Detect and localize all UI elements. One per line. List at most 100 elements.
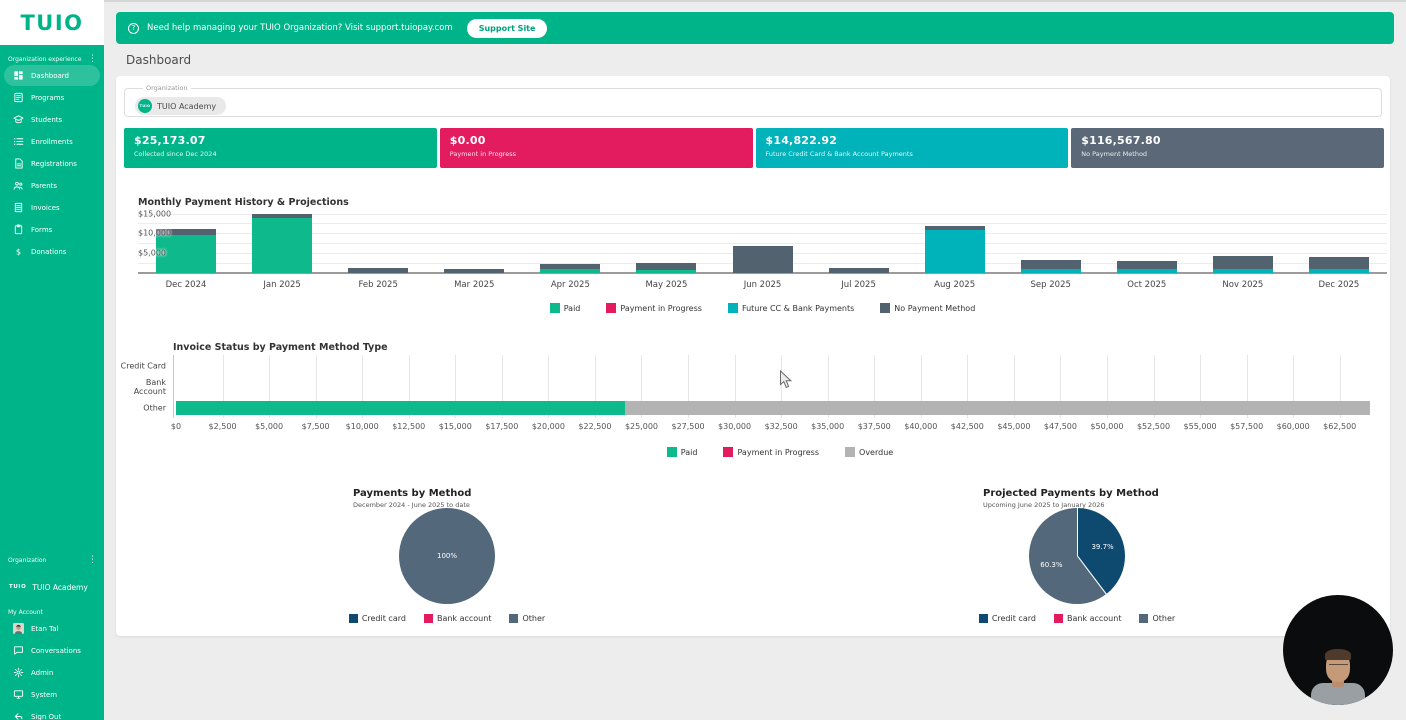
chat-icon (13, 645, 24, 656)
bar-segment-no-payment-method[interactable] (444, 268, 505, 273)
gridline (408, 355, 410, 418)
enrollments-icon (13, 136, 24, 147)
bar-segment-paid[interactable] (540, 269, 601, 273)
stat-card-amount: $116,567.80 (1081, 134, 1161, 147)
x-axis-tick-label: $2,500 (208, 422, 237, 431)
bar-segment-no-payment-method[interactable] (540, 263, 601, 270)
gear-icon (13, 667, 24, 678)
bar-segment-future-cc-bank-payments[interactable] (1116, 269, 1177, 273)
app-logo[interactable]: TUIO (0, 0, 104, 45)
sidebar-section-organization-experience: Organization experience ⋮ (0, 55, 104, 64)
legend-item-other: Other (509, 614, 545, 623)
sidebar-item-label: Students (31, 115, 63, 124)
x-axis-tick-label: $27,500 (671, 422, 705, 431)
dashboard-panel: Organization TUIO TUIO Academy $25,173.0… (116, 76, 1390, 636)
account-item-conversations[interactable]: Conversations (4, 640, 100, 661)
sidebar-nav: Dashboard Programs Students Enrollments Regi… (0, 65, 104, 262)
sidebar-item-label: Registrations (31, 159, 77, 168)
bar-segment-no-payment-method[interactable] (1308, 256, 1369, 270)
hbar-segment-paid[interactable] (176, 401, 625, 415)
sidebar-item-donations[interactable]: $ Donations (4, 241, 100, 262)
kebab-menu-icon[interactable]: ⋮ (88, 54, 97, 64)
pie2-subtitle: Upcoming June 2025 to January 2026 (983, 501, 1105, 509)
bar-segment-no-payment-method[interactable] (252, 213, 313, 219)
bar-segment-no-payment-method[interactable] (1212, 255, 1273, 270)
sidebar-item-invoices[interactable]: Invoices (4, 197, 100, 218)
window-top-edge (104, 0, 1406, 2)
legend-swatch (423, 614, 433, 623)
bar-segment-future-cc-bank-payments[interactable] (1020, 269, 1081, 273)
x-axis-category-label: Jul 2025 (841, 280, 876, 290)
bar-segment-paid[interactable] (636, 269, 697, 273)
stat-card-label: Future Credit Card & Bank Account Paymen… (765, 150, 913, 158)
bar-segment-no-payment-method[interactable] (348, 268, 409, 273)
organization-chip[interactable]: TUIO TUIO Academy (135, 97, 227, 115)
bar-segment-future-cc-bank-payments[interactable] (1212, 269, 1273, 273)
account-item-admin[interactable]: Admin (4, 662, 100, 683)
sidebar-organization-item[interactable]: TUIO TUIO Academy (0, 577, 104, 597)
legend-swatch (1053, 614, 1063, 623)
x-axis-category-label: May 2025 (645, 280, 688, 290)
bar-segment-no-payment-method[interactable] (732, 246, 793, 273)
bar-segment-no-payment-method[interactable] (156, 229, 217, 235)
hbar-segment-overdue[interactable] (624, 401, 1370, 415)
monitor-icon (13, 689, 24, 700)
gridline (1293, 355, 1295, 418)
sidebar-item-students[interactable]: Students (4, 109, 100, 130)
tuio-logo-badge: TUIO (138, 99, 152, 113)
pie-slice-label-other: 100% (436, 552, 458, 560)
pie-slice-label-credit-card: 39.7% (1091, 543, 1114, 552)
students-icon (13, 114, 24, 125)
x-axis-tick-label: $15,000 (438, 422, 472, 431)
gridline (594, 355, 596, 418)
gridline (1106, 355, 1108, 418)
account-item-etan-tal[interactable]: Etan Tal (4, 618, 100, 639)
parents-icon (13, 180, 24, 191)
account-item-label: Etan Tal (31, 624, 59, 633)
bar-segment-no-payment-method[interactable] (924, 226, 985, 231)
account-item-sign-out[interactable]: Sign Out (4, 706, 100, 720)
sidebar-section-organization: Organization ⋮ (0, 556, 104, 565)
gridline (734, 355, 736, 418)
sidebar-item-parents[interactable]: Parents (4, 175, 100, 196)
bar-segment-future-cc-bank-payments[interactable] (1308, 269, 1369, 273)
sidebar-section-label: Organization (8, 557, 47, 564)
stat-card-amount: $25,173.07 (134, 134, 206, 147)
bar-segment-paid[interactable] (156, 234, 217, 273)
support-site-button[interactable]: Support Site (466, 18, 548, 38)
pie-slice-divider (1076, 508, 1078, 556)
gridline (1013, 355, 1015, 418)
sidebar-item-forms[interactable]: Forms (4, 219, 100, 240)
sidebar-item-enrollments[interactable]: Enrollments (4, 131, 100, 152)
sidebar-item-dashboard[interactable]: Dashboard (4, 65, 100, 86)
bar-segment-no-payment-method[interactable] (828, 268, 889, 273)
x-axis-tick-label: $10,000 (345, 422, 379, 431)
gridline (920, 355, 922, 418)
kebab-menu-icon[interactable]: ⋮ (88, 555, 97, 565)
sidebar-item-registrations[interactable]: Registrations (4, 153, 100, 174)
bar-segment-no-payment-method[interactable] (1020, 259, 1081, 270)
legend-item-bank-account: Bank account (1053, 614, 1121, 623)
bar-segment-paid[interactable] (252, 218, 313, 273)
legend-item-no-payment-method: No Payment Method (880, 303, 975, 313)
gridline (315, 355, 317, 418)
x-axis-category-label: Jun 2025 (743, 280, 782, 290)
invoices-icon (13, 202, 24, 213)
gridline (138, 243, 1387, 245)
x-axis-tick-label: $17,500 (485, 422, 519, 431)
stat-card-future-credit-card-bank-account-payments: $14,822.92 Future Credit Card & Bank Acco… (755, 128, 1069, 168)
bar-segment-no-payment-method[interactable] (1116, 260, 1177, 270)
sidebar-item-programs[interactable]: Programs (4, 87, 100, 108)
legend-label: Overdue (859, 447, 894, 457)
y-axis-tick-label: $5,000 (138, 248, 166, 258)
account-item-system[interactable]: System (4, 684, 100, 705)
donations-icon: $ (13, 246, 24, 257)
bar-segment-no-payment-method[interactable] (636, 263, 697, 270)
svg-text:$: $ (16, 246, 21, 256)
stat-card-no-payment-method: $116,567.80 No Payment Method (1071, 128, 1384, 168)
sidebar-item-label: Dashboard (31, 71, 69, 80)
legend-label: Other (1152, 614, 1176, 623)
x-axis-tick-label: $5,000 (255, 422, 284, 431)
legend-swatch (348, 614, 358, 623)
bar-segment-future-cc-bank-payments[interactable] (924, 230, 985, 273)
